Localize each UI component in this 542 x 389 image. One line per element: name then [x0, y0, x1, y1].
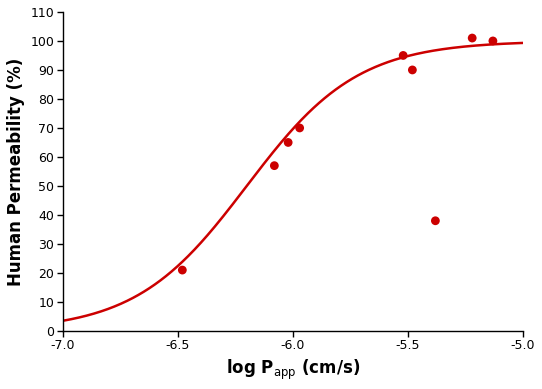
- Point: [295, 125, 304, 131]
- Point: [468, 35, 476, 41]
- Point: [270, 163, 279, 169]
- Point: [408, 67, 417, 73]
- Y-axis label: Human Permeability (%): Human Permeability (%): [7, 57, 25, 286]
- X-axis label: log P$_{\rm app}$ (cm/s): log P$_{\rm app}$ (cm/s): [225, 358, 360, 382]
- Point: [178, 267, 186, 273]
- Point: [488, 38, 497, 44]
- Point: [431, 218, 440, 224]
- Point: [284, 139, 293, 145]
- Point: [399, 53, 408, 59]
